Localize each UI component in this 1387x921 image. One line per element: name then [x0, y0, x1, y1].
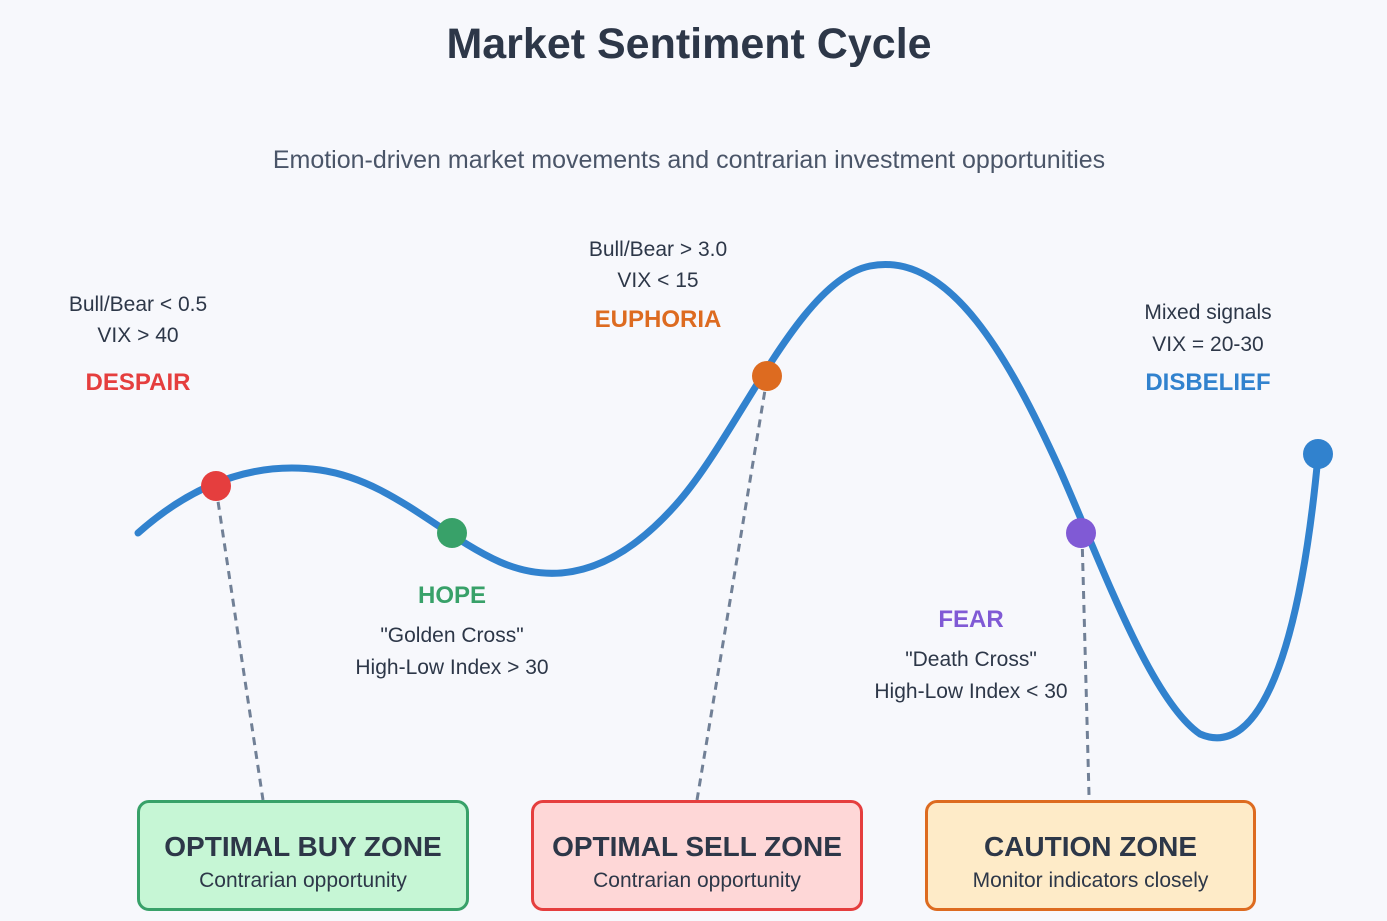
fear-label: FEAR	[938, 606, 1004, 633]
caution-zone-title: CAUTION ZONE	[983, 831, 1198, 862]
disbelief-label: DISBELIEF	[1145, 369, 1271, 396]
despair-leader-line	[214, 487, 265, 801]
disbelief-marker	[1303, 439, 1333, 469]
fear-marker	[1066, 518, 1096, 548]
euphoria-label: EUPHORIA	[594, 306, 722, 333]
sell-zone-title: OPTIMAL SELL ZONE	[552, 831, 842, 862]
euphoria-metric-vix: VIX < 15	[617, 269, 699, 292]
buy-zone-title: OPTIMAL BUY ZONE	[164, 831, 442, 862]
despair-metric-vix: VIX > 40	[97, 324, 179, 347]
hope-marker	[437, 518, 467, 548]
euphoria-marker	[752, 361, 782, 391]
hope-metric-golden-cross: "Golden Cross"	[380, 624, 524, 647]
despair-label: DESPAIR	[85, 369, 191, 396]
fear-metric-death-cross: "Death Cross"	[905, 648, 1037, 671]
page-title: Market Sentiment Cycle	[446, 20, 932, 68]
hope-label: HOPE	[417, 582, 487, 609]
despair-marker	[201, 471, 231, 501]
buy-zone-subtitle: Contrarian opportunity	[199, 869, 407, 892]
despair-metric-bull-bear: Bull/Bear < 0.5	[68, 293, 208, 316]
disbelief-metric-mixed: Mixed signals	[1144, 301, 1272, 324]
euphoria-leader-line	[695, 377, 769, 801]
optimal-sell-zone: OPTIMAL SELL ZONE Contrarian opportunity	[531, 800, 863, 911]
sentiment-curve	[134, 261, 1322, 742]
fear-leader-line	[1080, 534, 1091, 796]
optimal-buy-zone: OPTIMAL BUY ZONE Contrarian opportunity	[137, 800, 469, 911]
disbelief-metric-vix: VIX = 20-30	[1152, 333, 1264, 356]
page-subtitle: Emotion-driven market movements and cont…	[272, 146, 1106, 174]
euphoria-metric-bull-bear: Bull/Bear > 3.0	[588, 238, 728, 261]
hope-metric-high-low: High-Low Index > 30	[355, 656, 549, 679]
caution-zone-subtitle: Monitor indicators closely	[972, 869, 1209, 892]
fear-metric-high-low: High-Low Index < 30	[874, 680, 1068, 703]
sell-zone-subtitle: Contrarian opportunity	[593, 869, 801, 892]
caution-zone: CAUTION ZONE Monitor indicators closely	[925, 800, 1256, 911]
